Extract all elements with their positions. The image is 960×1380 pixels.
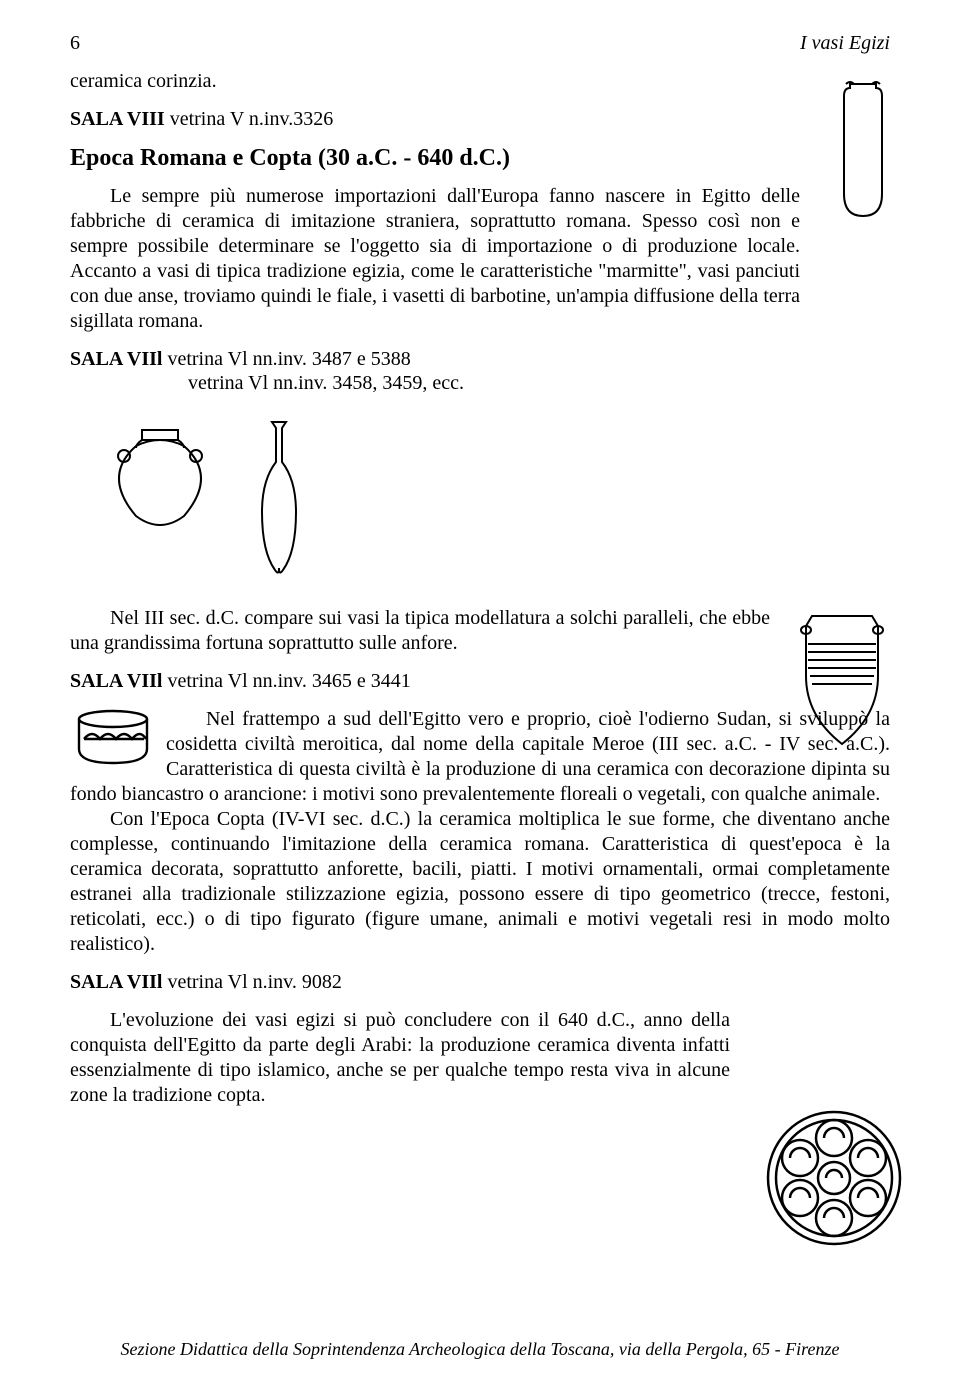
paragraph-2: Nel III sec. d.C. compare sui vasi la ti…	[70, 606, 890, 656]
sala-label: SALA VIII	[70, 108, 165, 130]
sala-detail: vetrina Vl nn.inv. 3487 e 5388	[162, 348, 410, 370]
illustration-meroitic-cup	[70, 707, 156, 771]
sala-ref-4: SALA VIIl vetrina Vl n.inv. 9082	[70, 971, 890, 994]
sala-ref-2: SALA VIIl vetrina Vl nn.inv. 3487 e 5388	[70, 348, 890, 371]
page-number: 6	[70, 32, 80, 55]
paragraph-3-block: Nel frattempo a sud dell'Egitto vero e p…	[70, 707, 890, 807]
sala-label: SALA VIIl	[70, 670, 162, 692]
continuation-line: ceramica corinzia.	[70, 69, 890, 94]
sala-detail: vetrina Vl nn.inv. 3465 e 3441	[162, 670, 410, 692]
sala-ref-2b: vetrina Vl nn.inv. 3458, 3459, ecc.	[188, 371, 890, 396]
slender-bottle-icon	[244, 416, 314, 576]
sala-label: SALA VIIl	[70, 971, 162, 993]
meroitic-cup-icon	[70, 707, 156, 771]
sala-detail: vetrina Vl n.inv. 9082	[162, 971, 341, 993]
paragraph-4: L'evoluzione dei vasi egizi si può concl…	[70, 1008, 890, 1108]
illustration-slender-bottle	[244, 416, 314, 576]
sala-label: SALA VIIl	[70, 348, 162, 370]
illustration-tall-vessel	[836, 78, 890, 218]
tall-vessel-icon	[836, 78, 890, 218]
pot-handles-icon	[100, 416, 220, 536]
running-title: I vasi Egizi	[800, 32, 890, 55]
coptic-disc-icon	[764, 1108, 904, 1248]
illustration-row	[100, 416, 890, 576]
page-footer: Sezione Didattica della Soprintendenza A…	[0, 1339, 960, 1360]
document-page: 6 I vasi Egizi ceramica corinzia. SALA V…	[0, 0, 960, 1380]
ribbed-amphora-icon	[788, 608, 896, 748]
paragraph-3a: Nel frattempo a sud dell'Egitto vero e p…	[70, 707, 890, 807]
illustration-ribbed-amphora	[788, 608, 896, 748]
sala-ref-1: SALA VIII vetrina V n.inv.3326	[70, 108, 890, 131]
section-heading: Epoca Romana e Copta (30 a.C. - 640 d.C.…	[70, 145, 890, 172]
sala-detail: vetrina V n.inv.3326	[165, 108, 334, 130]
illustration-coptic-disc	[764, 1108, 904, 1248]
paragraph-3b: Con l'Epoca Copta (IV-VI sec. d.C.) la c…	[70, 807, 890, 957]
paragraph-1: Le sempre più numerose importazioni dall…	[70, 184, 890, 334]
sala-ref-3: SALA VIIl vetrina Vl nn.inv. 3465 e 3441	[70, 670, 890, 693]
running-header: 6 I vasi Egizi	[70, 32, 890, 55]
illustration-pot-handles	[100, 416, 220, 536]
